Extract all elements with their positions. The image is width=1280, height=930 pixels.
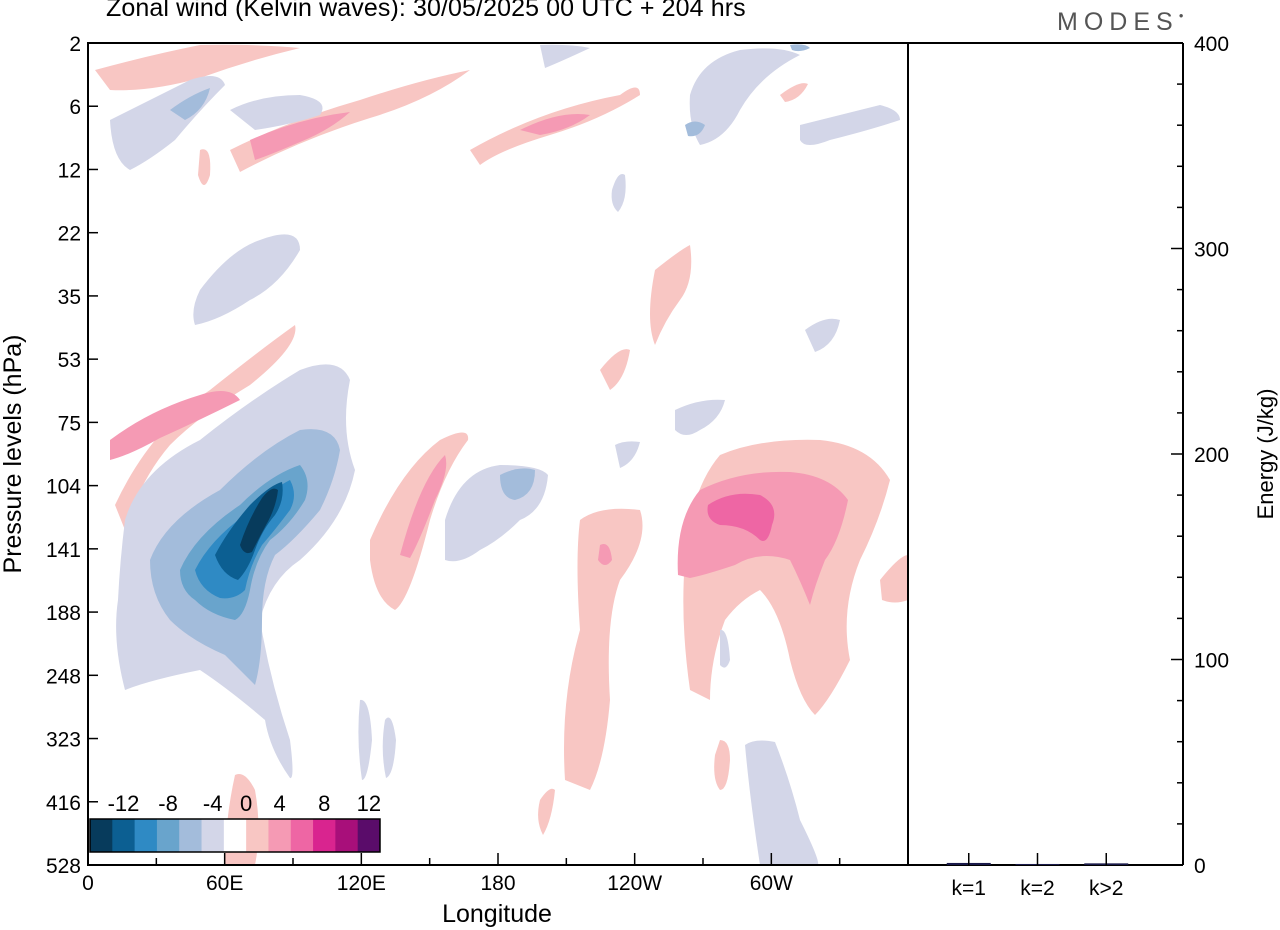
y-tick-label: 22 (58, 223, 81, 246)
energy-bars: k=1 k=2 k>2 (946, 853, 1129, 900)
y-tick-label: 188 (46, 602, 81, 625)
registered-mark-icon: ● (1178, 11, 1184, 20)
energy-category-label: k>2 (1089, 877, 1123, 900)
colorbar-swatch (134, 819, 158, 852)
energy-axis: 0 100 200 300 400 (1171, 33, 1229, 878)
colorbar-swatch (90, 819, 113, 852)
y-tick-label: 416 (46, 792, 81, 815)
contour-level-neg-12 (240, 488, 278, 554)
energy-tick-label: 400 (1194, 33, 1229, 56)
colorbar-swatch (268, 819, 292, 852)
energy-tick-label: 300 (1194, 239, 1229, 262)
colorbar-swatch (156, 819, 180, 852)
energy-tick-label: 100 (1194, 650, 1229, 673)
x-tick-label: 60E (206, 872, 243, 895)
colorbar-label: 4 (273, 791, 285, 816)
colorbar-label: -12 (108, 791, 140, 816)
energy-tick-label: 0 (1194, 855, 1206, 878)
y-tick-label: 2 (69, 33, 81, 56)
colorbar-swatch (223, 819, 247, 852)
energy-category-label: k=2 (1020, 877, 1054, 900)
colorbar-swatch (246, 819, 269, 852)
wind-anomaly-field (95, 44, 908, 865)
y-tick-label: 12 (58, 159, 81, 182)
chart-title: Zonal wind (Kelvin waves): 30/05/2025 00… (106, 0, 746, 22)
x-tick-label: 120E (337, 872, 386, 895)
colorbar-label: 12 (357, 791, 381, 816)
x-tick-label: 180 (480, 872, 515, 895)
y-tick-label: 323 (46, 729, 81, 752)
x-tick-label: 0 (82, 872, 94, 895)
colorbar-swatch (335, 819, 359, 852)
colorbar-label: -8 (158, 791, 178, 816)
x-tick-label: 60W (750, 872, 793, 895)
colorbar-label: 0 (240, 791, 252, 816)
colorbar-swatch (290, 819, 314, 852)
energy-category-label: k=1 (952, 877, 986, 900)
y-axis-label: Pressure levels (hPa) (0, 335, 27, 574)
energy-axis-label: Energy (J/kg) (1253, 389, 1278, 520)
y-tick-label: 6 (69, 96, 81, 119)
colorbar-swatch (179, 819, 203, 852)
modes-logo: MODES● (1057, 8, 1184, 37)
colorbar-swatch (201, 819, 225, 852)
logo-text: MODES (1057, 8, 1179, 36)
colorbar-swatch (357, 819, 381, 852)
energy-tick-label: 200 (1194, 444, 1229, 467)
x-axis-label: Longitude (442, 900, 552, 928)
colorbar: -12 -8 -4 0 4 8 12 (89, 791, 381, 853)
y-tick-label: 141 (46, 539, 81, 562)
y-tick-label: 104 (46, 476, 81, 499)
colorbar-swatch (112, 819, 136, 852)
y-axis: 2 6 12 22 35 53 75 104 141 188 248 323 416 528 (46, 33, 98, 878)
x-axis: 0 60E 120E 180 120W 60W (82, 853, 909, 895)
colorbar-label: 8 (318, 791, 330, 816)
y-tick-label: 75 (58, 412, 81, 435)
colorbar-swatch (313, 819, 336, 852)
contour-level-pos-6 (707, 493, 775, 541)
colorbar-label: -4 (203, 791, 223, 816)
y-tick-label: 53 (58, 349, 81, 372)
y-tick-label: 248 (46, 665, 81, 688)
y-tick-label: 528 (46, 855, 81, 878)
y-tick-label: 35 (58, 286, 81, 309)
colorbar-frame (89, 818, 381, 853)
x-tick-label: 120W (607, 872, 662, 895)
